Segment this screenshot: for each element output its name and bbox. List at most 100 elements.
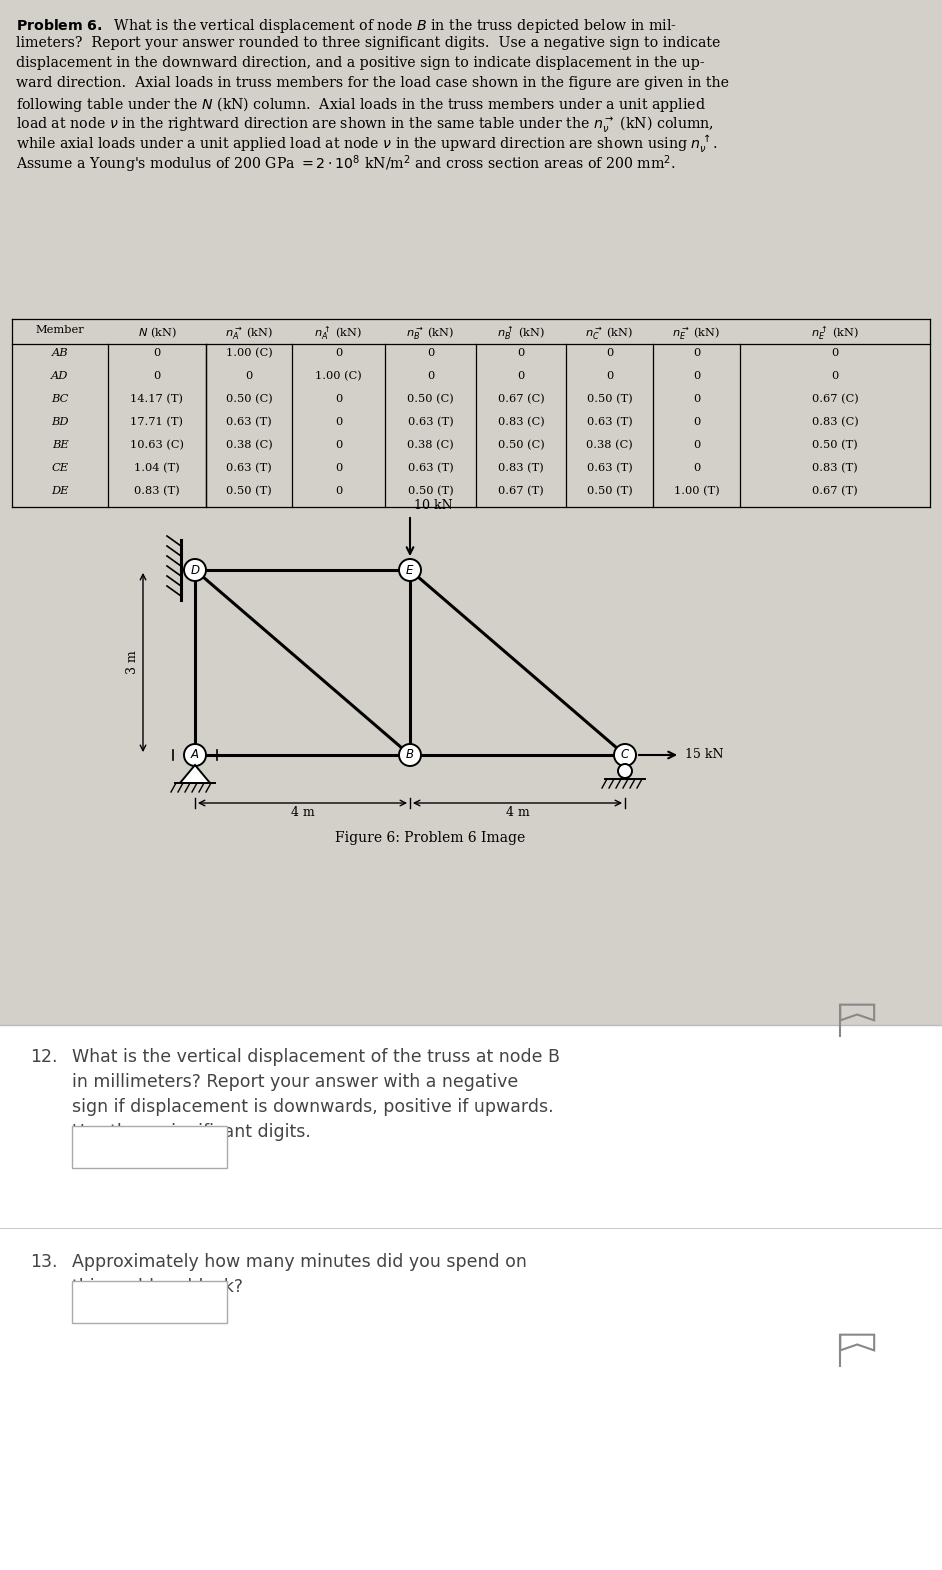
Text: 0.63 (T): 0.63 (T) bbox=[226, 418, 272, 427]
Text: 0: 0 bbox=[154, 371, 161, 382]
Text: 0.63 (T): 0.63 (T) bbox=[226, 463, 272, 473]
Text: 0.50 (T): 0.50 (T) bbox=[812, 440, 858, 451]
Text: 0: 0 bbox=[693, 463, 700, 473]
Text: 0.50 (T): 0.50 (T) bbox=[587, 394, 632, 405]
Text: 3 m: 3 m bbox=[126, 650, 139, 675]
Text: 1.00 (C): 1.00 (C) bbox=[316, 371, 362, 382]
Text: 12.: 12. bbox=[30, 1049, 57, 1066]
Text: 0: 0 bbox=[154, 349, 161, 358]
Text: 0.67 (T): 0.67 (T) bbox=[498, 487, 544, 496]
Circle shape bbox=[399, 744, 421, 766]
Text: $\mathit{C}$: $\mathit{C}$ bbox=[620, 749, 630, 761]
Text: 0: 0 bbox=[693, 349, 700, 358]
Text: 10.63 (C): 10.63 (C) bbox=[130, 440, 184, 451]
Text: $n_A^{\rightarrow}$ (kN): $n_A^{\rightarrow}$ (kN) bbox=[225, 325, 273, 341]
Text: $\mathit{B}$: $\mathit{B}$ bbox=[405, 749, 414, 761]
Text: 0: 0 bbox=[606, 371, 613, 382]
Text: 0.50 (C): 0.50 (C) bbox=[226, 394, 272, 405]
Text: Member: Member bbox=[36, 325, 85, 334]
Text: 0.67 (T): 0.67 (T) bbox=[812, 487, 858, 496]
Text: 14.17 (T): 14.17 (T) bbox=[131, 394, 184, 405]
Text: 0.50 (C): 0.50 (C) bbox=[497, 440, 544, 451]
Text: 0.38 (C): 0.38 (C) bbox=[226, 440, 272, 451]
Text: 0: 0 bbox=[693, 394, 700, 403]
Text: 0.38 (C): 0.38 (C) bbox=[407, 440, 454, 451]
Text: 0.63 (T): 0.63 (T) bbox=[587, 463, 632, 473]
Text: limeters?  Report your answer rounded to three significant digits.  Use a negati: limeters? Report your answer rounded to … bbox=[16, 36, 721, 50]
Text: $n_E^{\uparrow}$ (kN): $n_E^{\uparrow}$ (kN) bbox=[811, 325, 859, 342]
Text: in millimeters? Report your answer with a negative: in millimeters? Report your answer with … bbox=[72, 1072, 518, 1091]
Bar bbox=[72, 1281, 227, 1324]
Text: $N$ (kN): $N$ (kN) bbox=[138, 325, 176, 339]
Text: 0: 0 bbox=[334, 349, 342, 358]
Text: 0.67 (C): 0.67 (C) bbox=[497, 394, 544, 405]
Text: $n_B^{\rightarrow}$ (kN): $n_B^{\rightarrow}$ (kN) bbox=[406, 325, 455, 341]
Text: 0.50 (C): 0.50 (C) bbox=[407, 394, 454, 405]
Text: 0: 0 bbox=[334, 487, 342, 496]
Circle shape bbox=[184, 744, 206, 766]
Bar bbox=[0, 1025, 942, 1570]
Text: sign if displacement is downwards, positive if upwards.: sign if displacement is downwards, posit… bbox=[72, 1097, 554, 1116]
Bar bbox=[72, 1126, 227, 1168]
Text: 1.00 (T): 1.00 (T) bbox=[674, 487, 720, 496]
Circle shape bbox=[618, 765, 632, 779]
Text: 0.67 (C): 0.67 (C) bbox=[812, 394, 858, 405]
Text: 0: 0 bbox=[334, 463, 342, 473]
Text: BC: BC bbox=[51, 394, 69, 403]
Text: 0: 0 bbox=[693, 440, 700, 451]
Text: 0.83 (C): 0.83 (C) bbox=[812, 418, 858, 427]
Text: Use three significant digits.: Use three significant digits. bbox=[72, 1123, 311, 1141]
Text: $n_A^{\uparrow}$ (kN): $n_A^{\uparrow}$ (kN) bbox=[315, 325, 363, 342]
Text: Figure 6: Problem 6 Image: Figure 6: Problem 6 Image bbox=[334, 831, 525, 845]
Text: while axial loads under a unit applied load at node $\nu$ in the upward directio: while axial loads under a unit applied l… bbox=[16, 133, 718, 155]
Text: DE: DE bbox=[51, 487, 69, 496]
Text: 0.83 (T): 0.83 (T) bbox=[812, 463, 858, 473]
Text: $\mathit{A}$: $\mathit{A}$ bbox=[190, 749, 200, 761]
Text: 0.63 (T): 0.63 (T) bbox=[408, 418, 453, 427]
Text: following table under the $N$ (kN) column.  Axial loads in the truss members und: following table under the $N$ (kN) colum… bbox=[16, 96, 706, 115]
Text: 0.83 (T): 0.83 (T) bbox=[498, 463, 544, 473]
Text: 17.71 (T): 17.71 (T) bbox=[131, 418, 184, 427]
Text: 0: 0 bbox=[427, 349, 434, 358]
Circle shape bbox=[184, 559, 206, 581]
Text: 0: 0 bbox=[517, 349, 525, 358]
Text: Assume a Young's modulus of 200 GPa $= 2\cdot10^8$ kN/m$^2$ and cross section ar: Assume a Young's modulus of 200 GPa $= 2… bbox=[16, 154, 675, 176]
Text: AB: AB bbox=[52, 349, 69, 358]
Text: 0: 0 bbox=[832, 349, 838, 358]
Text: 4 m: 4 m bbox=[506, 805, 529, 820]
Text: ward direction.  Axial loads in truss members for the load case shown in the fig: ward direction. Axial loads in truss mem… bbox=[16, 75, 729, 89]
Text: 0: 0 bbox=[334, 440, 342, 451]
Text: 0: 0 bbox=[693, 371, 700, 382]
Text: $n_C^{\rightarrow}$ (kN): $n_C^{\rightarrow}$ (kN) bbox=[585, 325, 634, 341]
Text: 0: 0 bbox=[606, 349, 613, 358]
Text: $n_E^{\rightarrow}$ (kN): $n_E^{\rightarrow}$ (kN) bbox=[673, 325, 721, 341]
Text: Approximately how many minutes did you spend on: Approximately how many minutes did you s… bbox=[72, 1253, 527, 1272]
Text: $n_B^{\uparrow}$ (kN): $n_B^{\uparrow}$ (kN) bbox=[496, 325, 545, 342]
Text: 0.50 (T): 0.50 (T) bbox=[587, 487, 632, 496]
Text: 0: 0 bbox=[517, 371, 525, 382]
Text: BD: BD bbox=[51, 418, 69, 427]
Text: $\mathbf{Problem\ 6.}$  What is the vertical displacement of node $B$ in the tru: $\mathbf{Problem\ 6.}$ What is the verti… bbox=[16, 17, 676, 35]
Text: this problem block?: this problem block? bbox=[72, 1278, 243, 1295]
Text: load at node $\nu$ in the rightward direction are shown in the same table under : load at node $\nu$ in the rightward dire… bbox=[16, 115, 714, 135]
Circle shape bbox=[399, 559, 421, 581]
Text: 0.83 (T): 0.83 (T) bbox=[134, 487, 180, 496]
Text: 0: 0 bbox=[832, 371, 838, 382]
Text: 0.50 (T): 0.50 (T) bbox=[226, 487, 272, 496]
Text: 0: 0 bbox=[693, 418, 700, 427]
Text: 4 m: 4 m bbox=[291, 805, 315, 820]
Text: 10 kN: 10 kN bbox=[414, 499, 452, 512]
Text: 0.63 (T): 0.63 (T) bbox=[408, 463, 453, 473]
Text: 0.50 (T): 0.50 (T) bbox=[408, 487, 453, 496]
Text: $\mathit{D}$: $\mathit{D}$ bbox=[189, 564, 201, 576]
Text: 0.63 (T): 0.63 (T) bbox=[587, 418, 632, 427]
Text: 0: 0 bbox=[245, 371, 252, 382]
Text: 0: 0 bbox=[427, 371, 434, 382]
Text: 1.00 (C): 1.00 (C) bbox=[226, 349, 272, 358]
Text: 0: 0 bbox=[334, 394, 342, 403]
Text: 13.: 13. bbox=[30, 1253, 57, 1272]
Text: AD: AD bbox=[51, 371, 69, 382]
Polygon shape bbox=[180, 765, 210, 783]
Text: 0.83 (C): 0.83 (C) bbox=[497, 418, 544, 427]
Text: BE: BE bbox=[52, 440, 69, 451]
